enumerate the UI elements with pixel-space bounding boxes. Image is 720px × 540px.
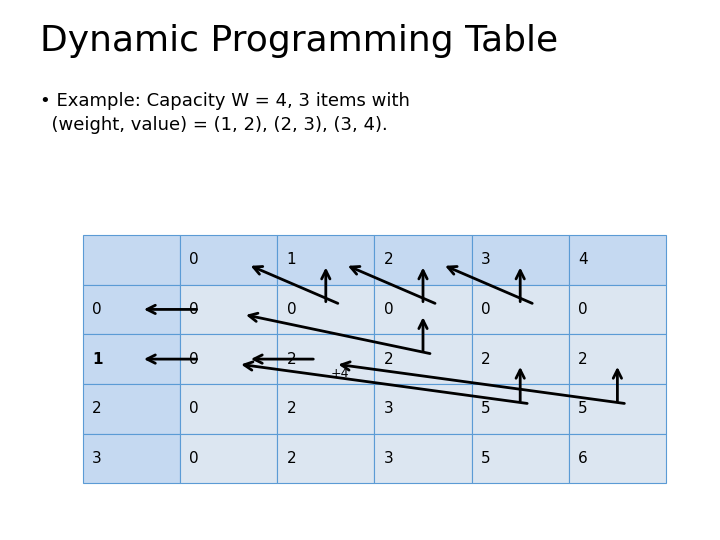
Text: 3: 3 xyxy=(481,252,491,267)
Text: 0: 0 xyxy=(578,302,588,317)
Text: 1: 1 xyxy=(287,252,296,267)
Text: (weight, value) = (1, 2), (2, 3), (3, 4).: (weight, value) = (1, 2), (2, 3), (3, 4)… xyxy=(40,116,387,134)
Text: 2: 2 xyxy=(287,352,296,367)
Text: 3: 3 xyxy=(384,401,394,416)
Text: 0: 0 xyxy=(189,252,199,267)
Text: 0: 0 xyxy=(189,451,199,466)
Text: 4: 4 xyxy=(578,252,588,267)
Text: Dynamic Programming Table: Dynamic Programming Table xyxy=(40,24,558,58)
Text: • Example: Capacity W = 4, 3 items with: • Example: Capacity W = 4, 3 items with xyxy=(40,92,410,110)
Text: 0: 0 xyxy=(189,401,199,416)
Text: 2: 2 xyxy=(384,352,393,367)
Text: 0: 0 xyxy=(481,302,490,317)
Text: 3: 3 xyxy=(384,451,394,466)
Text: 0: 0 xyxy=(92,302,102,317)
Text: 2: 2 xyxy=(287,451,296,466)
Text: 0: 0 xyxy=(384,302,393,317)
Text: 3: 3 xyxy=(92,451,102,466)
Text: 2: 2 xyxy=(92,401,102,416)
Text: 2: 2 xyxy=(481,352,490,367)
Text: 1: 1 xyxy=(92,352,103,367)
Text: 6: 6 xyxy=(578,451,588,466)
Text: 0: 0 xyxy=(287,302,296,317)
Text: +4: +4 xyxy=(330,367,349,380)
Text: 2: 2 xyxy=(578,352,588,367)
Text: 5: 5 xyxy=(481,451,490,466)
Text: 2: 2 xyxy=(384,252,393,267)
Text: 5: 5 xyxy=(578,401,588,416)
Text: 2: 2 xyxy=(287,401,296,416)
Text: 5: 5 xyxy=(481,401,490,416)
Text: 0: 0 xyxy=(189,352,199,367)
Text: 0: 0 xyxy=(189,302,199,317)
